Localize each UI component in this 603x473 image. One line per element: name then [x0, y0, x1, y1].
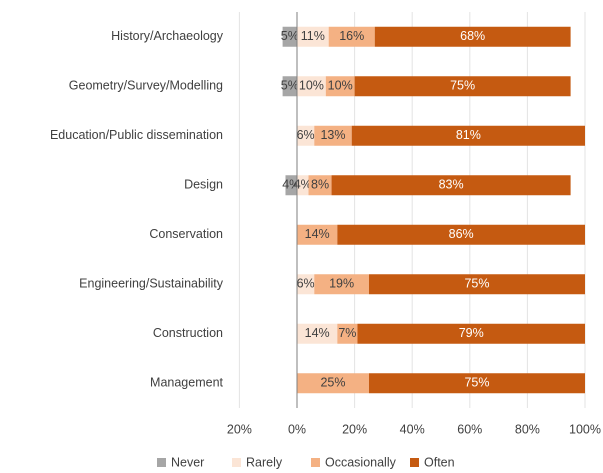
bar-segment — [337, 323, 358, 344]
bar-segment — [297, 125, 315, 146]
legend-label: Often — [424, 455, 455, 469]
category-label: Geometry/Survey/Modelling — [69, 79, 223, 93]
data-label: 13% — [320, 128, 345, 142]
bar-segment — [354, 76, 571, 97]
data-label: 25% — [320, 376, 345, 390]
bar-segment — [297, 323, 338, 344]
data-label: 19% — [329, 277, 354, 291]
legend-swatch — [232, 458, 241, 467]
bar-segment — [297, 76, 326, 97]
bar-segment — [297, 26, 329, 47]
bar-segment — [369, 274, 585, 295]
bar-segment — [285, 175, 297, 196]
bar-segment — [328, 26, 375, 47]
legend-label: Occasionally — [325, 455, 397, 469]
data-label: 8% — [311, 178, 329, 192]
data-label: 4% — [294, 178, 312, 192]
data-label: 75% — [464, 376, 489, 390]
bar-segment — [297, 224, 338, 245]
category-label: Education/Public dissemination — [50, 128, 223, 142]
bar-segment — [325, 76, 355, 97]
x-tick-label: 20% — [227, 422, 252, 436]
data-label: 6% — [297, 128, 315, 142]
bar-segment — [297, 274, 315, 295]
bar-segment — [357, 323, 585, 344]
bar-segment — [314, 125, 352, 146]
data-label: 6% — [297, 277, 315, 291]
legend-swatch — [410, 458, 419, 467]
data-label: 5% — [281, 29, 299, 43]
data-label: 11% — [301, 29, 325, 43]
data-label: 86% — [449, 227, 474, 241]
data-label: 75% — [450, 79, 475, 93]
data-label: 79% — [459, 326, 484, 340]
x-tick-label: 100% — [569, 422, 601, 436]
bar-segment — [308, 175, 332, 196]
bar-segment — [314, 274, 369, 295]
legend-label: Never — [171, 455, 204, 469]
legend-label: Rarely — [246, 455, 283, 469]
data-label: 10% — [328, 79, 353, 93]
data-label: 14% — [305, 326, 330, 340]
bar-segment — [331, 175, 571, 196]
bar-segment — [369, 373, 585, 394]
data-label: 81% — [456, 128, 481, 142]
data-label: 4% — [282, 178, 300, 192]
category-label: Design — [184, 178, 223, 192]
x-tick-label: 60% — [457, 422, 482, 436]
x-tick-label: 80% — [515, 422, 540, 436]
bar-segment — [282, 26, 297, 47]
category-label: History/Archaeology — [111, 29, 224, 43]
data-label: 7% — [338, 326, 356, 340]
x-tick-label: 20% — [342, 422, 367, 436]
data-label: 14% — [305, 227, 330, 241]
category-label: Conservation — [149, 227, 223, 241]
bar-segment — [351, 125, 585, 146]
x-tick-label: 40% — [400, 422, 425, 436]
data-label: 83% — [439, 178, 464, 192]
category-label: Engineering/Sustainability — [79, 277, 224, 291]
legend-swatch — [311, 458, 320, 467]
bar-segment — [374, 26, 571, 47]
data-label: 16% — [339, 29, 364, 43]
bar-segment — [282, 76, 297, 97]
bar-segment — [337, 224, 585, 245]
data-label: 5% — [281, 79, 299, 93]
data-label: 10% — [299, 79, 324, 93]
data-label: 75% — [464, 277, 489, 291]
bar-segment — [297, 175, 309, 196]
data-label: 68% — [460, 29, 485, 43]
legend-swatch — [157, 458, 166, 467]
category-label: Construction — [153, 326, 223, 340]
category-label: Management — [150, 376, 223, 390]
bar-segment — [297, 373, 369, 394]
x-tick-label: 0% — [288, 422, 306, 436]
